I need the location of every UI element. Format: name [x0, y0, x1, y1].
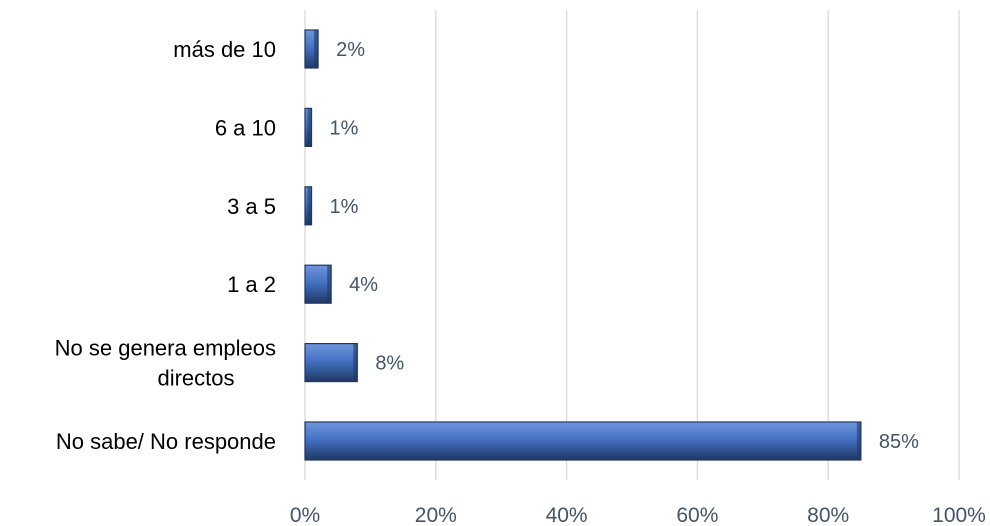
category-label: No se genera empleos directos — [55, 336, 276, 391]
data-label: 1% — [330, 117, 359, 139]
x-tick-label: 20% — [415, 504, 457, 526]
gridlines — [304, 10, 960, 480]
x-tick-label: 0% — [290, 504, 320, 526]
category-label-line: No sabe/ No responde — [56, 429, 276, 454]
labels: 0% 20% 40% 60% 80% 100% 2% más de 10 1% 6 a 10 1% 3… — [55, 37, 986, 526]
data-label: 1% — [330, 196, 359, 218]
category-label: No sabe/ No responde — [56, 429, 276, 454]
data-label: 8% — [375, 353, 404, 375]
bar-bevel — [307, 186, 312, 225]
bars — [304, 29, 862, 461]
category-label-line: más de 10 — [173, 37, 276, 62]
x-tick-label: 100% — [932, 504, 986, 526]
x-tick-label: 40% — [546, 504, 588, 526]
bar — [304, 421, 862, 461]
data-label: 2% — [336, 39, 365, 61]
category-label: 3 a 5 — [227, 194, 276, 219]
category-label-line: 3 a 5 — [227, 194, 276, 219]
bar-bevel — [353, 343, 358, 382]
category-label: más de 10 — [173, 37, 276, 62]
category-label: 1 a 2 — [227, 272, 276, 297]
x-tick-label: 80% — [807, 504, 849, 526]
x-tick-label: 60% — [676, 504, 718, 526]
bar-bevel — [307, 108, 312, 147]
bar — [304, 264, 332, 304]
category-label-line: 6 a 10 — [215, 115, 276, 140]
bar-bevel — [314, 30, 319, 68]
data-label: 85% — [879, 431, 919, 453]
category-label-line: directos — [157, 366, 234, 391]
bar-bevel — [856, 422, 861, 460]
category-label-line: No se genera empleos — [55, 336, 276, 361]
bar-bevel — [327, 265, 332, 304]
data-label: 4% — [349, 274, 378, 296]
bar — [304, 343, 358, 383]
category-label-line: 1 a 2 — [227, 272, 276, 297]
category-label: 6 a 10 — [215, 115, 276, 140]
